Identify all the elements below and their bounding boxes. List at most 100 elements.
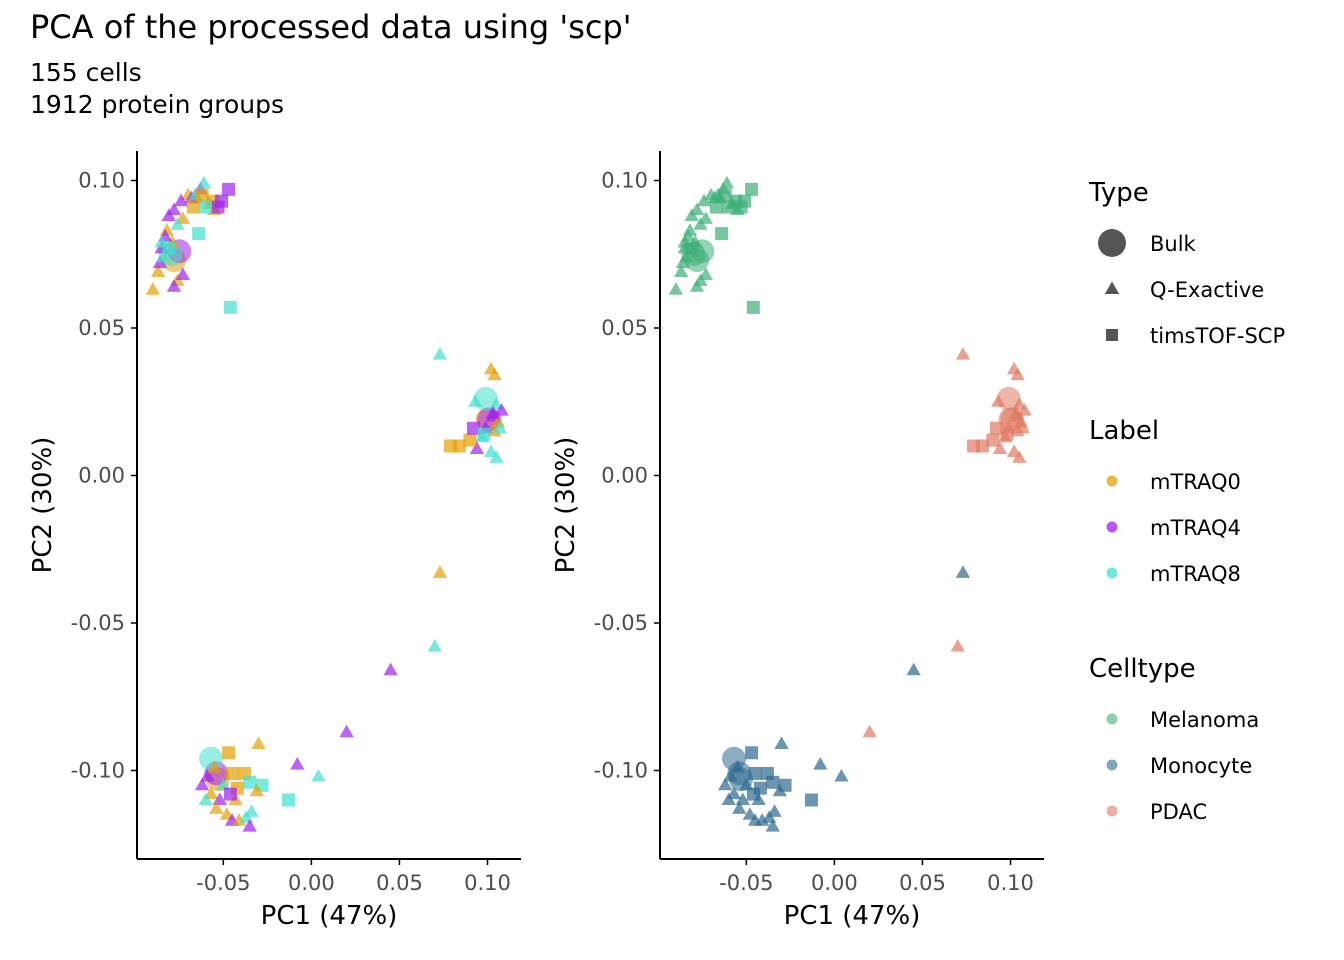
data-point-triangle: [209, 801, 224, 814]
data-point-triangle: [906, 662, 921, 676]
data-point-triangle: [249, 783, 264, 797]
legend-key-pdac: [1106, 805, 1118, 817]
data-point-square: [195, 188, 209, 202]
data-point-square: [199, 200, 213, 214]
data-point-triangle: [194, 777, 210, 791]
x-tick-label: 0.05: [376, 871, 423, 895]
data-point-square: [734, 200, 748, 214]
y-axis-title: PC2 (30%): [551, 437, 581, 574]
pca-panel-celltype: -0.05 0.00 0.05 0.10 -0.10 -0.05 0.00 0.05 0.10 P…: [551, 151, 1044, 931]
data-point-square: [466, 421, 480, 435]
data-point-triangle: [166, 279, 182, 292]
x-axis-title: PC1 (47%): [784, 901, 921, 931]
legend-label-celltype: Melanoma: [1150, 708, 1259, 732]
data-point-triangle: [684, 208, 699, 221]
legend-key-mtraq4: [1106, 521, 1118, 533]
data-point-square: [715, 227, 729, 241]
data-point-square: [186, 200, 200, 214]
y-tick-label: 0.05: [601, 316, 648, 340]
legend-title-celltype: Celltype: [1089, 654, 1196, 684]
x-tick-label: -0.05: [719, 871, 773, 895]
data-point-square: [722, 200, 736, 214]
data-point-triangle: [1012, 450, 1027, 463]
data-point-triangle: [492, 420, 508, 434]
x-tick-label: 0.10: [987, 871, 1034, 895]
data-point-triangle: [489, 450, 504, 463]
data-point-square: [718, 188, 732, 202]
data-point-square: [748, 766, 762, 780]
legend-label-label: mTRAQ8: [1150, 562, 1241, 586]
data-point-triangle: [668, 282, 684, 295]
data-point-triangle: [207, 759, 222, 773]
legend-key-monocyte: [1106, 759, 1118, 771]
data-point-square: [477, 427, 491, 441]
data-point-square: [685, 241, 699, 255]
legend-label-type: timsTOF-SCP: [1150, 324, 1285, 348]
data-point-triangle: [468, 394, 483, 407]
data-point-square: [709, 200, 723, 214]
data-point-triangle: [311, 768, 326, 782]
legend-key-square: [1106, 329, 1118, 341]
y-tick-label: 0.05: [78, 316, 125, 340]
y-tick-label: -0.05: [71, 611, 125, 635]
legend-key-melanoma: [1106, 713, 1118, 725]
data-point-triangle: [721, 792, 736, 806]
data-point-triangle: [196, 175, 212, 189]
x-tick-label: -0.05: [196, 871, 250, 895]
data-point-triangle: [950, 639, 965, 652]
data-point-square: [989, 421, 1003, 435]
data-point-triangle: [767, 804, 782, 817]
y-tick-label: -0.05: [594, 611, 648, 635]
data-point-triangle: [834, 768, 849, 782]
data-point-square: [804, 793, 818, 807]
legend-title-label: Label: [1089, 416, 1159, 446]
data-point-triangle: [198, 792, 213, 806]
data-point-triangle: [485, 405, 500, 419]
y-tick-label: 0.00: [78, 464, 125, 488]
data-point-triangle: [427, 639, 442, 652]
x-tick-label: 0.05: [899, 871, 946, 895]
data-point-triangle: [689, 279, 705, 292]
data-point-square: [223, 300, 237, 314]
data-point-triangle: [955, 565, 971, 578]
data-point-triangle: [173, 193, 189, 207]
chart-title: PCA of the processed data using 'scp': [30, 8, 632, 46]
data-point-square: [222, 746, 236, 760]
legend-key-mtraq0: [1106, 475, 1118, 487]
data-point-square: [745, 746, 759, 760]
data-point-triangle: [730, 759, 745, 773]
data-point-square: [1000, 427, 1014, 441]
legend-title-type: Type: [1088, 178, 1149, 208]
data-point-triangle: [698, 267, 713, 280]
data-point-triangle: [145, 282, 161, 295]
data-point-square: [223, 787, 237, 801]
legend-label-celltype: Monocyte: [1150, 754, 1252, 778]
data-point-triangle: [156, 249, 171, 263]
data-point-triangle: [383, 662, 398, 676]
data-point-triangle: [216, 777, 231, 791]
legend-label-type: Bulk: [1150, 232, 1197, 256]
x-tick-label: 0.00: [288, 871, 335, 895]
data-point-square: [222, 182, 236, 196]
data-point-triangle: [1015, 420, 1031, 434]
data-point-triangle: [862, 724, 877, 738]
y-axis-title: PC2 (30%): [28, 437, 58, 574]
data-point-triangle: [765, 818, 780, 832]
data-point-square: [243, 775, 257, 789]
subtitle-cells: 155 cells: [30, 58, 142, 87]
data-point-square: [746, 787, 760, 801]
data-point-triangle: [739, 777, 754, 791]
data-point-square: [225, 766, 239, 780]
y-tick-label: -0.10: [594, 759, 648, 783]
data-point-triangle: [290, 757, 305, 770]
data-point-triangle: [432, 346, 448, 360]
y-tick-label: -0.10: [71, 759, 125, 783]
data-point-triangle: [487, 367, 502, 381]
data-point-triangle: [251, 736, 266, 749]
data-point-triangle: [170, 217, 185, 230]
data-point-triangle: [732, 801, 747, 814]
data-point-triangle: [992, 441, 1008, 454]
data-point-square: [745, 182, 759, 196]
data-point-triangle: [1017, 403, 1032, 416]
